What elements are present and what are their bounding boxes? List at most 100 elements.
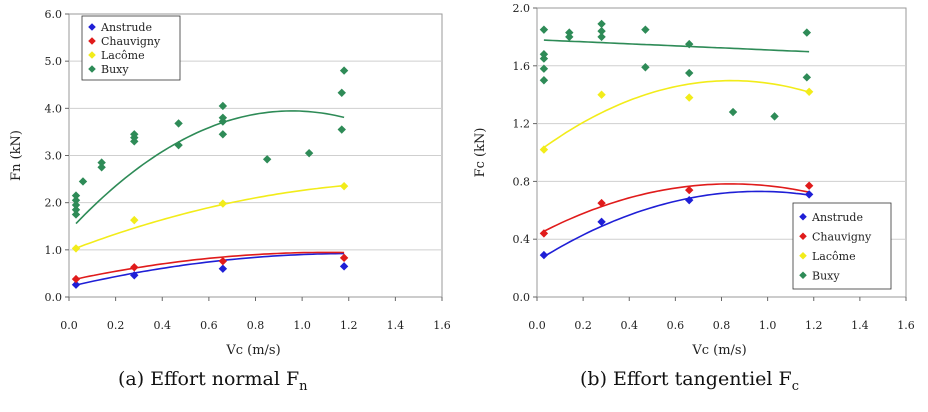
marker-buxy xyxy=(71,205,81,214)
marker-buxy xyxy=(174,119,183,128)
x-tick-label: 1.4 xyxy=(851,319,869,332)
legend-box xyxy=(792,202,892,290)
y-tick-label: 0.0 xyxy=(513,291,531,304)
legend-label: Lacôme xyxy=(812,250,856,263)
marker-buxy xyxy=(728,107,738,117)
marker-buxy xyxy=(174,140,183,150)
x-tick-label: 0.4 xyxy=(154,319,172,332)
x-tick-label: 0.0 xyxy=(60,319,78,332)
x-tick-label: 1.0 xyxy=(293,319,311,332)
x-tick-label: 1.2 xyxy=(340,319,358,332)
marker-buxy xyxy=(97,158,106,167)
trend-line-lacme xyxy=(75,184,345,249)
trend-line-anstrude xyxy=(75,252,345,286)
legend-label: Buxy xyxy=(812,269,840,282)
x-tick-label: 0.6 xyxy=(200,319,218,332)
marker-lacme xyxy=(218,199,228,208)
trend-line-chauvigny xyxy=(75,251,345,280)
y-tick-label: 2.0 xyxy=(513,2,531,15)
marker-anstrude xyxy=(130,271,139,280)
y-axis-title: Fc (kN) xyxy=(473,128,488,178)
marker-chauvigny xyxy=(130,263,139,272)
marker-buxy xyxy=(71,200,81,210)
x-tick-label: 0.2 xyxy=(574,319,592,332)
marker-buxy xyxy=(218,113,228,122)
x-tick-label: 1.0 xyxy=(759,319,777,332)
x-tick-label: 0.4 xyxy=(621,319,639,332)
legend-label: Lacôme xyxy=(101,49,145,62)
x-tick-label: 0.2 xyxy=(107,319,125,332)
marker-buxy xyxy=(78,177,88,186)
y-tick-label: 4.0 xyxy=(45,102,63,115)
y-tick-label: 0.4 xyxy=(513,233,531,246)
marker-buxy xyxy=(71,210,81,219)
marker-lacme xyxy=(71,244,81,253)
trend-line-buxy xyxy=(543,39,810,53)
x-axis-title: Vc (m/s) xyxy=(691,343,746,358)
marker-buxy xyxy=(71,191,81,200)
caption-text: (b) Effort tangentiel F xyxy=(580,368,792,390)
trend-line-lacme xyxy=(543,79,810,149)
legend-box xyxy=(81,15,181,81)
legend-marker xyxy=(88,65,96,73)
y-tick-label: 1.6 xyxy=(513,60,531,73)
marker-chauvigny xyxy=(218,256,228,266)
caption-normal-force: (a) Effort normal Fn xyxy=(118,368,308,394)
caption-tangential-force: (b) Effort tangentiel Fc xyxy=(580,368,799,394)
trend-line-anstrude xyxy=(543,190,810,258)
marker-buxy xyxy=(97,163,106,172)
legend-label: Chauvigny xyxy=(101,35,161,48)
marker-buxy xyxy=(218,101,228,111)
legend-marker xyxy=(88,23,96,31)
x-tick-label: 0.8 xyxy=(247,319,265,332)
chart-normal-force: 0.0 1.0 2.0 3.0 4.0 5.0 6.0 0.0 0.2 0.4 0.6 0.8 1.0 1… xyxy=(9,8,451,358)
trend-line-chauvigny xyxy=(543,183,810,233)
y-tick-label: 1.0 xyxy=(45,244,63,257)
caption-subscript: n xyxy=(299,378,308,394)
y-axis-title: Fn (kN) xyxy=(9,130,24,181)
x-tick-label: 1.6 xyxy=(433,319,451,332)
x-tick-label: 1.2 xyxy=(805,319,823,332)
marker-lacme xyxy=(339,181,349,191)
x-tick-label: 1.4 xyxy=(387,319,405,332)
marker-buxy xyxy=(337,88,346,97)
y-tick-label: 5.0 xyxy=(45,55,63,68)
marker-anstrude xyxy=(218,264,228,273)
marker-anstrude xyxy=(71,280,81,289)
caption-text: (a) Effort normal F xyxy=(118,368,300,390)
y-tick-label: 6.0 xyxy=(45,8,63,21)
marker-buxy xyxy=(262,155,272,164)
y-tick-label: 1.2 xyxy=(513,118,531,131)
legend-label: Anstrude xyxy=(100,21,152,34)
marker-buxy xyxy=(218,130,228,139)
marker-buxy xyxy=(130,130,139,139)
y-tick-label: 0.8 xyxy=(513,175,531,188)
x-tick-label: 0.8 xyxy=(713,319,731,332)
legend-marker xyxy=(88,51,96,59)
marker-chauvigny xyxy=(339,253,349,263)
caption-subscript: c xyxy=(791,378,799,394)
marker-anstrude xyxy=(339,262,349,271)
legend-label: Chauvigny xyxy=(812,230,872,243)
legend-marker xyxy=(88,37,96,45)
marker-buxy xyxy=(337,125,346,134)
chart-panel-tangential-force: 0.0 0.4 0.8 1.2 1.6 2.0 0.0 0.2 0.4 0.6 0.8 1.0 1.2 1… xyxy=(464,0,928,412)
marker-buxy xyxy=(339,66,349,75)
marker-buxy xyxy=(71,196,81,205)
legend-label: Anstrude xyxy=(811,211,863,224)
trend-line-buxy xyxy=(75,110,345,225)
x-tick-label: 1.6 xyxy=(897,319,915,332)
y-tick-label: 3.0 xyxy=(45,150,63,163)
marker-buxy xyxy=(304,148,314,158)
x-tick-label: 0.6 xyxy=(667,319,685,332)
chart-panel-normal-force: 0.0 1.0 2.0 3.0 4.0 5.0 6.0 0.0 0.2 0.4 0.6 0.8 1.0 1… xyxy=(9,8,451,358)
x-axis-title: Vc (m/s) xyxy=(225,343,280,358)
chart-tangential-force: 0.0 0.4 0.8 1.2 1.6 2.0 0.0 0.2 0.4 0.6 0.8 1.0 1.2 1… xyxy=(473,2,915,358)
y-tick-label: 0.0 xyxy=(45,291,63,304)
marker-lacme xyxy=(130,215,139,225)
x-tick-label: 0.0 xyxy=(528,319,546,332)
y-tick-label: 2.0 xyxy=(45,197,63,210)
marker-chauvigny xyxy=(71,274,81,284)
marker-anstrude xyxy=(804,190,814,199)
legend-label: Buxy xyxy=(101,63,129,76)
